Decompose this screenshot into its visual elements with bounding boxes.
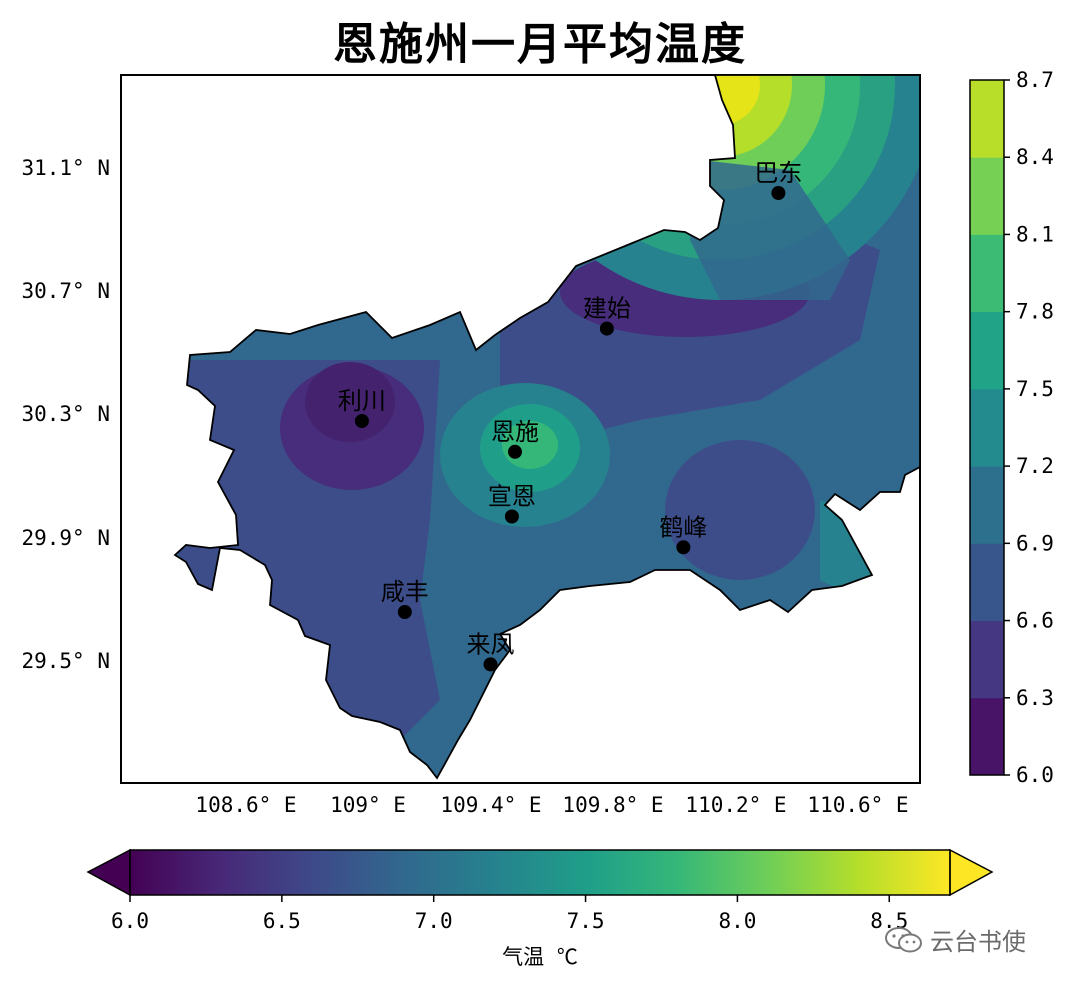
bottom-colorbar: 6.0 6.5 7.0 7.5 8.0 8.5 气温 ℃ xyxy=(86,848,994,969)
city-marker xyxy=(508,444,522,459)
right-colorbar-segment xyxy=(970,466,1004,544)
city-label: 利川 xyxy=(338,387,386,415)
x-axis-ticks: 108.6° E 109° E 109.4° E 109.8° E 110.2°… xyxy=(195,793,908,817)
x-tick-label: 110.6° E xyxy=(807,793,908,817)
right-colorbar-segment xyxy=(970,543,1004,621)
y-tick-label: 29.5° N xyxy=(21,649,110,673)
right-colorbar-tick-label: 6.9 xyxy=(1016,531,1054,555)
bottom-colorbar-tick-label: 8.0 xyxy=(718,909,756,933)
bottom-colorbar-tick-label: 7.0 xyxy=(415,909,453,933)
bottom-colorbar-body xyxy=(130,850,950,895)
city-marker xyxy=(397,605,412,619)
right-colorbar-segment xyxy=(970,311,1004,390)
city-marker xyxy=(599,321,614,336)
bottom-colorbar-tick-label: 6.5 xyxy=(263,909,301,933)
city-label: 恩施 xyxy=(491,418,539,446)
y-tick-label: 31.1° N xyxy=(21,156,110,180)
contour-hefeng-low xyxy=(665,440,815,580)
right-colorbar-tick-label: 7.8 xyxy=(1016,300,1054,324)
right-colorbar-tick-label: 8.7 xyxy=(1016,68,1054,92)
right-colorbar-tick-label: 8.1 xyxy=(1016,222,1054,246)
bottom-colorbar-min-arrow xyxy=(86,848,131,897)
right-colorbar-tick-label: 7.2 xyxy=(1016,454,1054,478)
bottom-colorbar-frame xyxy=(129,849,951,896)
contour-ne-inner xyxy=(690,160,850,300)
city-marker xyxy=(354,414,369,428)
right-colorbar-segment xyxy=(970,388,1004,467)
watermark: 云台书使 xyxy=(884,922,1026,957)
right-colorbar-tick-label: 8.4 xyxy=(1016,145,1054,169)
right-colorbar-segment xyxy=(970,234,1004,313)
right-colorbar: 6.0 6.3 6.6 6.9 7.2 7.5 7.8 8.1 8.4 8.7 xyxy=(969,68,1054,787)
y-tick-label: 30.7° N xyxy=(21,279,110,303)
right-colorbar-tick-label: 7.5 xyxy=(1016,377,1054,401)
city-marker xyxy=(504,509,519,524)
city-label: 宣恩 xyxy=(488,483,536,511)
city-label: 来凤 xyxy=(467,630,515,658)
right-colorbar-segment xyxy=(970,80,1004,158)
right-colorbar-segment xyxy=(970,697,1004,776)
y-tick-label: 30.3° N xyxy=(21,402,110,426)
right-colorbar-tick-label: 6.3 xyxy=(1016,686,1054,710)
city-label: 咸丰 xyxy=(381,578,429,606)
bottom-colorbar-tick-label: 6.0 xyxy=(111,909,149,933)
city-label: 建始 xyxy=(583,295,631,323)
bottom-colorbar-max-arrow xyxy=(949,848,994,897)
city-marker xyxy=(771,186,786,200)
city-label: 鹤峰 xyxy=(659,513,707,541)
right-colorbar-frame xyxy=(969,79,1005,776)
wechat-icon xyxy=(885,926,922,952)
x-tick-label: 109.4° E xyxy=(440,793,541,817)
city-marker xyxy=(483,657,498,672)
right-colorbar-segment xyxy=(970,620,1004,699)
right-colorbar-tick-label: 6.6 xyxy=(1016,609,1054,633)
right-colorbar-segment xyxy=(970,157,1004,235)
x-tick-label: 109° E xyxy=(330,793,406,817)
bottom-colorbar-ticks: 6.0 6.5 7.0 7.5 8.0 8.5 xyxy=(111,895,908,933)
contour-lichuan-core xyxy=(305,362,395,442)
map-title: 恩施州一月平均温度 xyxy=(333,19,747,70)
x-tick-label: 109.8° E xyxy=(562,793,663,817)
bottom-colorbar-tick-label: 8.5 xyxy=(870,909,908,933)
y-axis-ticks: 31.1° N 30.7° N 30.3° N 29.9° N 29.5° N xyxy=(21,156,110,673)
city-label: 巴东 xyxy=(754,159,802,187)
bottom-colorbar-label: 气温 ℃ xyxy=(502,945,578,969)
x-tick-label: 108.6° E xyxy=(195,793,296,817)
right-colorbar-tick-label: 6.0 xyxy=(1016,763,1054,787)
y-tick-label: 29.9° N xyxy=(21,526,110,550)
x-tick-label: 110.2° E xyxy=(685,793,786,817)
bottom-colorbar-tick-label: 7.5 xyxy=(567,909,605,933)
watermark-text: 云台书使 xyxy=(930,928,1026,956)
city-marker xyxy=(676,540,691,555)
